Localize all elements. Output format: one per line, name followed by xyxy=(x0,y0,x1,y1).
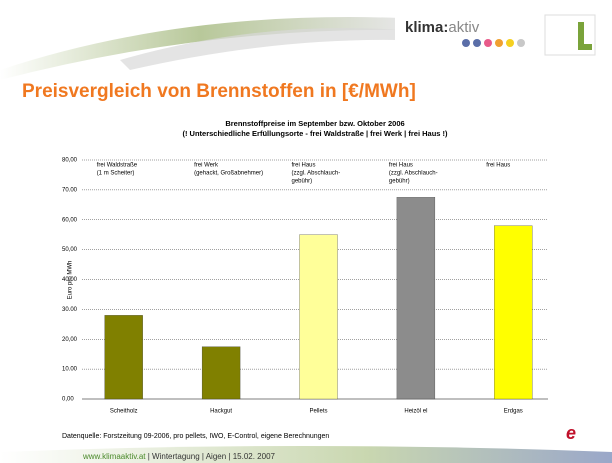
chart-title: (! Unterschiedliche Erfüllungsorte - fre… xyxy=(182,129,448,138)
annotation: frei Haus xyxy=(389,163,413,169)
annotation: frei Waldstraße xyxy=(97,163,138,169)
annotation: frei Werk xyxy=(194,163,219,169)
x-tick-label: Scheitholz xyxy=(110,409,138,415)
bar xyxy=(201,346,241,400)
y-tick-label: 30.00 xyxy=(62,307,78,313)
annotation: (zzgl. Abschlauch- xyxy=(292,171,341,177)
annotation: gebühr) xyxy=(389,179,410,185)
x-tick-label: Heizöl el xyxy=(404,409,427,415)
footer: www.klimaaktiv.at | Wintertagung | Aigen… xyxy=(82,452,276,461)
annotation: (zzgl. Abschlauch- xyxy=(389,171,438,177)
bar xyxy=(104,315,143,400)
y-tick-label: 60,00 xyxy=(62,217,78,223)
x-tick-label: Pellets xyxy=(309,409,327,415)
chart: Brennstoffpreise im September bzw. Oktob… xyxy=(62,119,548,415)
annotation: (gehackt, Großabnehmer) xyxy=(194,171,263,177)
annotation: frei Haus xyxy=(486,163,510,169)
x-tick-label: Erdgas xyxy=(504,409,523,415)
y-tick-label: 0,00 xyxy=(62,397,74,403)
footer-swoosh xyxy=(0,446,612,463)
logo-box xyxy=(395,12,535,54)
y-tick-label: 70.00 xyxy=(62,187,78,193)
chart-title: Brennstoffpreise im September bzw. Oktob… xyxy=(225,119,404,128)
logo-dots xyxy=(462,39,525,47)
y-axis-label: Euro pro MWh xyxy=(68,261,74,300)
bar xyxy=(299,234,338,400)
bar xyxy=(494,225,533,400)
annotation: gebühr) xyxy=(292,179,313,185)
annotation: (1 m Scheiter) xyxy=(97,171,135,177)
slide-title: Preisvergleich von Brennstoffen in [€/MW… xyxy=(22,81,416,102)
y-tick-label: 80,00 xyxy=(62,158,78,164)
partner-logo-mark xyxy=(578,22,592,50)
header-swoosh xyxy=(120,28,400,70)
y-tick-label: 10.00 xyxy=(62,367,78,373)
bar xyxy=(396,197,436,400)
agency-logo: e xyxy=(566,423,576,443)
y-tick-label: 20,00 xyxy=(62,337,78,343)
header-swoosh xyxy=(0,17,400,80)
x-tick-label: Hackgut xyxy=(210,409,232,415)
logo: klima:aktiv xyxy=(405,19,480,36)
annotation: frei Haus xyxy=(292,163,316,169)
source: Datenquelle: Forstzeitung 09-2006, pro p… xyxy=(62,433,329,440)
y-tick-label: 50,00 xyxy=(62,247,78,253)
y-tick-label: 40.00 xyxy=(62,277,78,283)
